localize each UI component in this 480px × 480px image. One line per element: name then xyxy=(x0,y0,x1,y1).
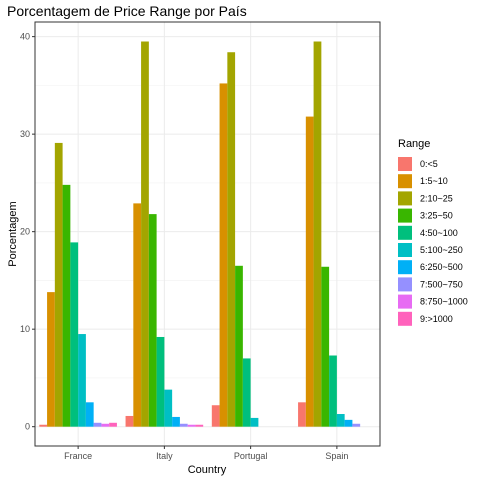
bar xyxy=(251,418,259,427)
bar xyxy=(337,414,345,427)
bar xyxy=(212,405,220,426)
legend-key xyxy=(398,191,412,205)
legend-label: 8:750~1000 xyxy=(420,297,468,307)
bar xyxy=(172,417,180,427)
legend-key xyxy=(398,277,412,291)
bar xyxy=(39,425,47,427)
legend-key xyxy=(398,226,412,240)
legend-label: 0:<5 xyxy=(420,159,438,169)
y-axis-title: Porcentagem xyxy=(7,201,19,266)
bar xyxy=(220,83,228,426)
bar xyxy=(164,390,172,427)
legend-label: 4:50~100 xyxy=(420,228,458,238)
legend-key xyxy=(398,209,412,223)
legend-label: 2:10~25 xyxy=(420,193,453,203)
bar xyxy=(180,424,188,427)
y-tick-label: 20 xyxy=(20,227,30,237)
bar xyxy=(70,242,78,426)
bar xyxy=(141,42,149,427)
legend-key xyxy=(398,243,412,257)
bar xyxy=(243,358,251,426)
bar xyxy=(109,423,117,427)
legend-label: 1:5~10 xyxy=(420,176,448,186)
legend: Range 0:<5 1:5~10 2:10~25 3:25~50 4:50~100 5:1… xyxy=(398,138,468,326)
legend-key xyxy=(398,260,412,274)
legend-key xyxy=(398,295,412,309)
x-tick-label: France xyxy=(64,451,92,461)
x-tick-label: Portugal xyxy=(234,451,268,461)
bar xyxy=(94,423,102,427)
bar xyxy=(306,117,314,427)
bar xyxy=(352,424,360,427)
legend-label: 6:250~500 xyxy=(420,262,463,272)
bar xyxy=(133,203,141,426)
bar xyxy=(101,424,109,427)
bar xyxy=(321,267,329,427)
legend-label: 5:100~250 xyxy=(420,245,463,255)
y-tick-label: 10 xyxy=(20,324,30,334)
y-tick-label: 40 xyxy=(20,32,30,42)
bar xyxy=(227,52,235,426)
bar xyxy=(55,143,63,427)
y-tick-label: 0 xyxy=(25,422,30,432)
legend-title: Range xyxy=(398,138,430,150)
x-tick-label: Italy xyxy=(156,451,173,461)
bar xyxy=(298,402,306,426)
bar xyxy=(149,214,157,427)
bar xyxy=(126,416,134,427)
x-axis-title: Country xyxy=(188,464,227,476)
bar xyxy=(195,425,203,427)
legend-key xyxy=(398,157,412,171)
bar xyxy=(78,334,86,427)
bar xyxy=(235,266,243,427)
bar xyxy=(157,337,165,427)
bar xyxy=(47,292,55,427)
y-tick-label: 30 xyxy=(20,129,30,139)
bar xyxy=(188,425,196,427)
bar xyxy=(329,356,337,427)
legend-label: 7:500~750 xyxy=(420,279,463,289)
bar xyxy=(345,420,353,427)
bar xyxy=(63,185,71,427)
bar xyxy=(86,402,94,426)
legend-key xyxy=(398,174,412,188)
bar xyxy=(314,42,322,427)
legend-label: 3:25~50 xyxy=(420,211,453,221)
legend-key xyxy=(398,312,412,326)
legend-label: 9:>1000 xyxy=(420,314,453,324)
x-tick-label: Spain xyxy=(325,451,348,461)
